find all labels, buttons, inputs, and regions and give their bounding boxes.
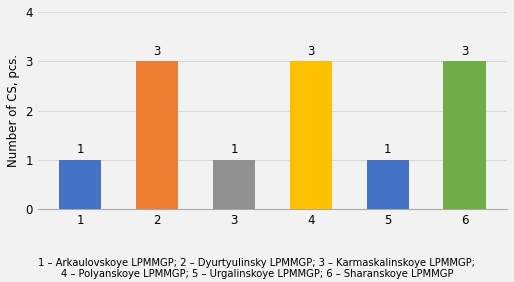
Y-axis label: Number of CS, pcs.: Number of CS, pcs. <box>7 54 20 167</box>
Text: 1 – Arkaulovskoye LPMMGP; 2 – Dyurtyulinsky LPMMGP; 3 – Karmaskalinskoye LPMMGP;: 1 – Arkaulovskoye LPMMGP; 2 – Dyurtyulin… <box>39 257 475 279</box>
Text: 1: 1 <box>384 144 392 157</box>
Text: 1: 1 <box>230 144 238 157</box>
Bar <box>366 160 409 209</box>
Text: 3: 3 <box>307 45 315 58</box>
Bar <box>213 160 255 209</box>
Bar <box>59 160 101 209</box>
Text: 1: 1 <box>77 144 84 157</box>
Text: 3: 3 <box>461 45 468 58</box>
Bar <box>290 61 332 209</box>
Bar <box>444 61 486 209</box>
Bar <box>136 61 178 209</box>
Text: 3: 3 <box>154 45 161 58</box>
